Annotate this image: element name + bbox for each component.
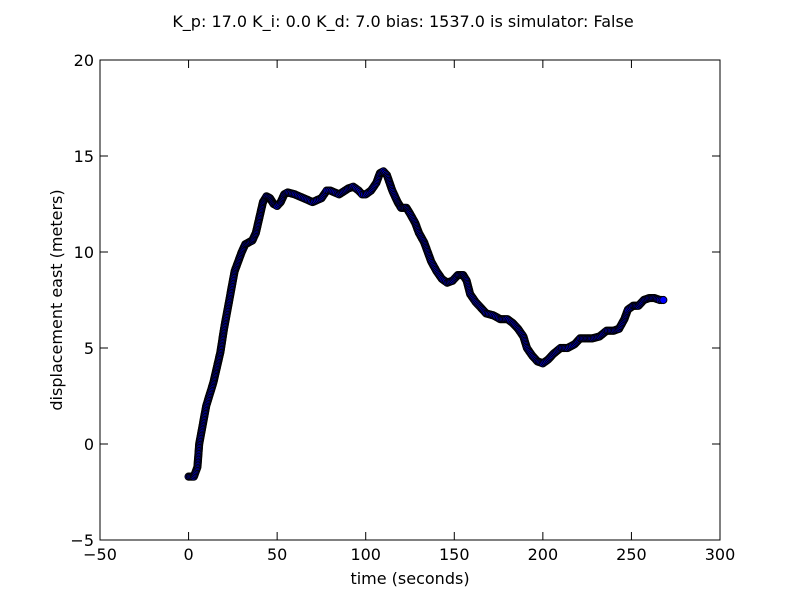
chart-title: K_p: 17.0 K_i: 0.0 K_d: 7.0 bias: 1537.0… [172,12,633,32]
x-axis-label: time (seconds) [350,569,469,588]
y-tick-label: 5 [84,339,94,358]
y-tick-label: 10 [74,243,94,262]
plot-area [99,59,721,541]
x-tick-label: 250 [616,545,647,564]
x-tick-label: 200 [528,545,559,564]
x-tick-label: 50 [267,545,287,564]
x-tick-label: 300 [705,545,736,564]
x-tick-label: −50 [83,545,117,564]
x-axis: −50 0 50 100 150 200 250 300 [83,60,735,564]
y-tick-label: 20 [74,51,94,70]
data-layer [184,167,668,481]
y-tick-label: −5 [70,531,94,550]
x-tick-label: 100 [350,545,381,564]
y-axis-label: displacement east (meters) [47,189,66,410]
y-tick-label: 15 [74,147,94,166]
axes-frame [99,59,721,541]
x-tick-label: 150 [439,545,470,564]
data-point [659,295,668,305]
y-tick-label: 0 [84,435,94,454]
y-axis: −5 0 5 10 15 20 [70,51,720,550]
x-tick-label: 0 [183,545,193,564]
